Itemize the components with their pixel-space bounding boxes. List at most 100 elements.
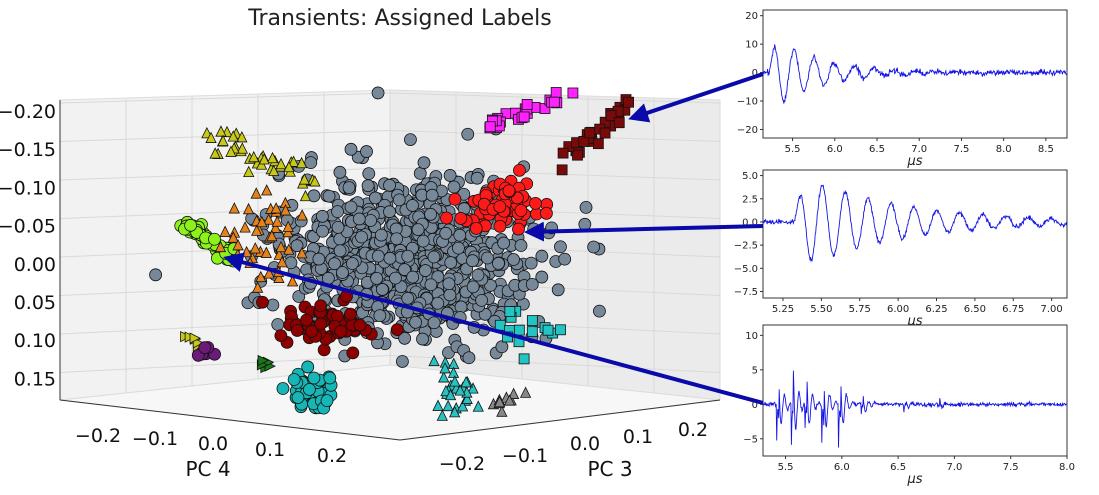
- xtick-label: 7.0: [911, 144, 927, 155]
- ytick-label: −20: [737, 125, 758, 136]
- waveform-panels: 20 10 0 −10 −20 5.5 6.0 6.5 7.0 7.5 8.0 8.5 μs 5.0 2.5…: [734, 9, 1075, 487]
- point-olive: [227, 130, 239, 142]
- point-teal: [301, 360, 315, 374]
- axis-edge-pc4: [59, 399, 401, 441]
- tick-label-vertical: −0.15: [0, 139, 56, 161]
- tick-label-vertical: 0.10: [14, 330, 56, 352]
- waveform-panel-top: 20 10 0 −10 −20 5.5 6.0 6.5 7.0 7.5 8.0 8.5 μs: [737, 9, 1068, 169]
- cluster-teal-triangles: [428, 354, 484, 421]
- ytick-label: 5: [752, 365, 758, 376]
- point-grey: [431, 296, 445, 310]
- point-grey-triangles: [493, 395, 506, 408]
- ytick-label: 0: [752, 68, 758, 79]
- annotation-arrows: [223, 72, 764, 405]
- point-grey: [331, 220, 345, 234]
- tick-label-pc3: 0.2: [678, 419, 708, 441]
- point-orange: [249, 242, 261, 254]
- point-teal-triangles: [439, 362, 451, 374]
- ytick-label: 5.0: [742, 171, 758, 182]
- point-dark-red: [305, 324, 319, 338]
- point-orange: [270, 202, 282, 214]
- waveform-panel-middle: 5.0 2.5 0.0 −2.5 −5.0 −7.5 5.25 5.50 5.75 6.00 6.2…: [734, 169, 1068, 329]
- cluster-maroon-squares: [556, 94, 635, 176]
- point-grey: [342, 181, 356, 195]
- point-teal-squares: [518, 353, 530, 365]
- point-dark-red: [334, 325, 348, 338]
- point-orange: [275, 240, 287, 253]
- arrow-to-red-cluster: [524, 221, 764, 242]
- point-maroon-squares: [572, 149, 583, 161]
- point-maroon-squares: [556, 164, 568, 176]
- point-grey: [290, 239, 304, 253]
- xtick-label: 6.0: [834, 462, 850, 473]
- arrow-to-light-green-cluster: [223, 252, 764, 405]
- point-grey: [392, 193, 406, 207]
- point-teal: [276, 382, 290, 395]
- point-grey: [328, 257, 341, 271]
- point-grey: [304, 156, 318, 170]
- point-purple: [198, 341, 212, 355]
- point-grey: [362, 167, 376, 181]
- point-grey: [466, 254, 479, 268]
- point-olive: [298, 173, 311, 185]
- ytick-label: 10: [745, 331, 758, 342]
- tick-label-vertical: 0.05: [14, 292, 56, 314]
- point-grey: [360, 145, 373, 158]
- point-grey: [524, 256, 538, 270]
- point-maroon-squares: [557, 147, 569, 159]
- point-teal-triangles: [428, 354, 440, 367]
- xtick-label: 5.25: [772, 304, 794, 315]
- point-grey: [419, 264, 432, 277]
- cluster-purple: [191, 341, 221, 362]
- xtick-label: 6.0: [827, 144, 843, 155]
- axis-label-vertical: PC: [0, 245, 1, 271]
- point-olive: [243, 165, 255, 177]
- point-teal-triangles: [444, 388, 457, 401]
- point-teal-triangles: [436, 409, 448, 421]
- point-dark-red: [314, 299, 328, 313]
- point-orange: [286, 275, 299, 287]
- tick-label-vertical: −0.10: [0, 177, 56, 199]
- point-grey: [364, 214, 378, 227]
- point-light-green: [208, 232, 221, 246]
- point-grey: [390, 232, 404, 246]
- point-red: [493, 200, 507, 213]
- point-maroon-squares: [599, 116, 611, 128]
- xtick-label: 8.0: [996, 144, 1012, 155]
- tick-label-vertical: −0.05: [0, 216, 56, 238]
- point-dark-red: [346, 346, 360, 360]
- point-maroon-squares: [578, 136, 590, 147]
- point-grey: [424, 207, 438, 221]
- point-grey: [593, 304, 606, 318]
- point-teal-triangles: [460, 376, 472, 388]
- point-olive: [236, 131, 248, 143]
- point-grey: [375, 283, 389, 296]
- point-grey: [389, 271, 402, 285]
- point-red: [448, 192, 462, 206]
- point-olive: [268, 164, 280, 176]
- point-grey: [525, 277, 539, 291]
- point-grey: [497, 236, 511, 250]
- point-orange: [219, 225, 231, 237]
- point-grey: [466, 280, 480, 294]
- point-grey: [345, 257, 359, 270]
- 3d-tick-labels: −0.20 −0.15 −0.10 −0.05 0.00 0.05 0.10 0.15 −0.2…: [0, 101, 708, 475]
- axis-label-pc3: PC 3: [587, 457, 632, 481]
- point-grey: [551, 283, 565, 297]
- point-grey: [453, 228, 467, 242]
- point-teal-triangles: [432, 399, 444, 411]
- point-dark-red: [353, 318, 367, 332]
- point-teal: [307, 371, 321, 385]
- point-orange: [276, 255, 288, 268]
- point-grey: [439, 226, 453, 240]
- cluster-green-right: [256, 354, 276, 374]
- point-green-right: [257, 354, 269, 367]
- point-teal-triangles: [454, 384, 466, 396]
- point-grey: [406, 199, 419, 212]
- point-grey: [427, 250, 441, 264]
- point-orange: [232, 239, 244, 251]
- point-magenta: [567, 87, 579, 99]
- point-olive: [266, 151, 279, 164]
- point-grey: [398, 263, 411, 276]
- xtick-label: 6.5: [890, 462, 906, 473]
